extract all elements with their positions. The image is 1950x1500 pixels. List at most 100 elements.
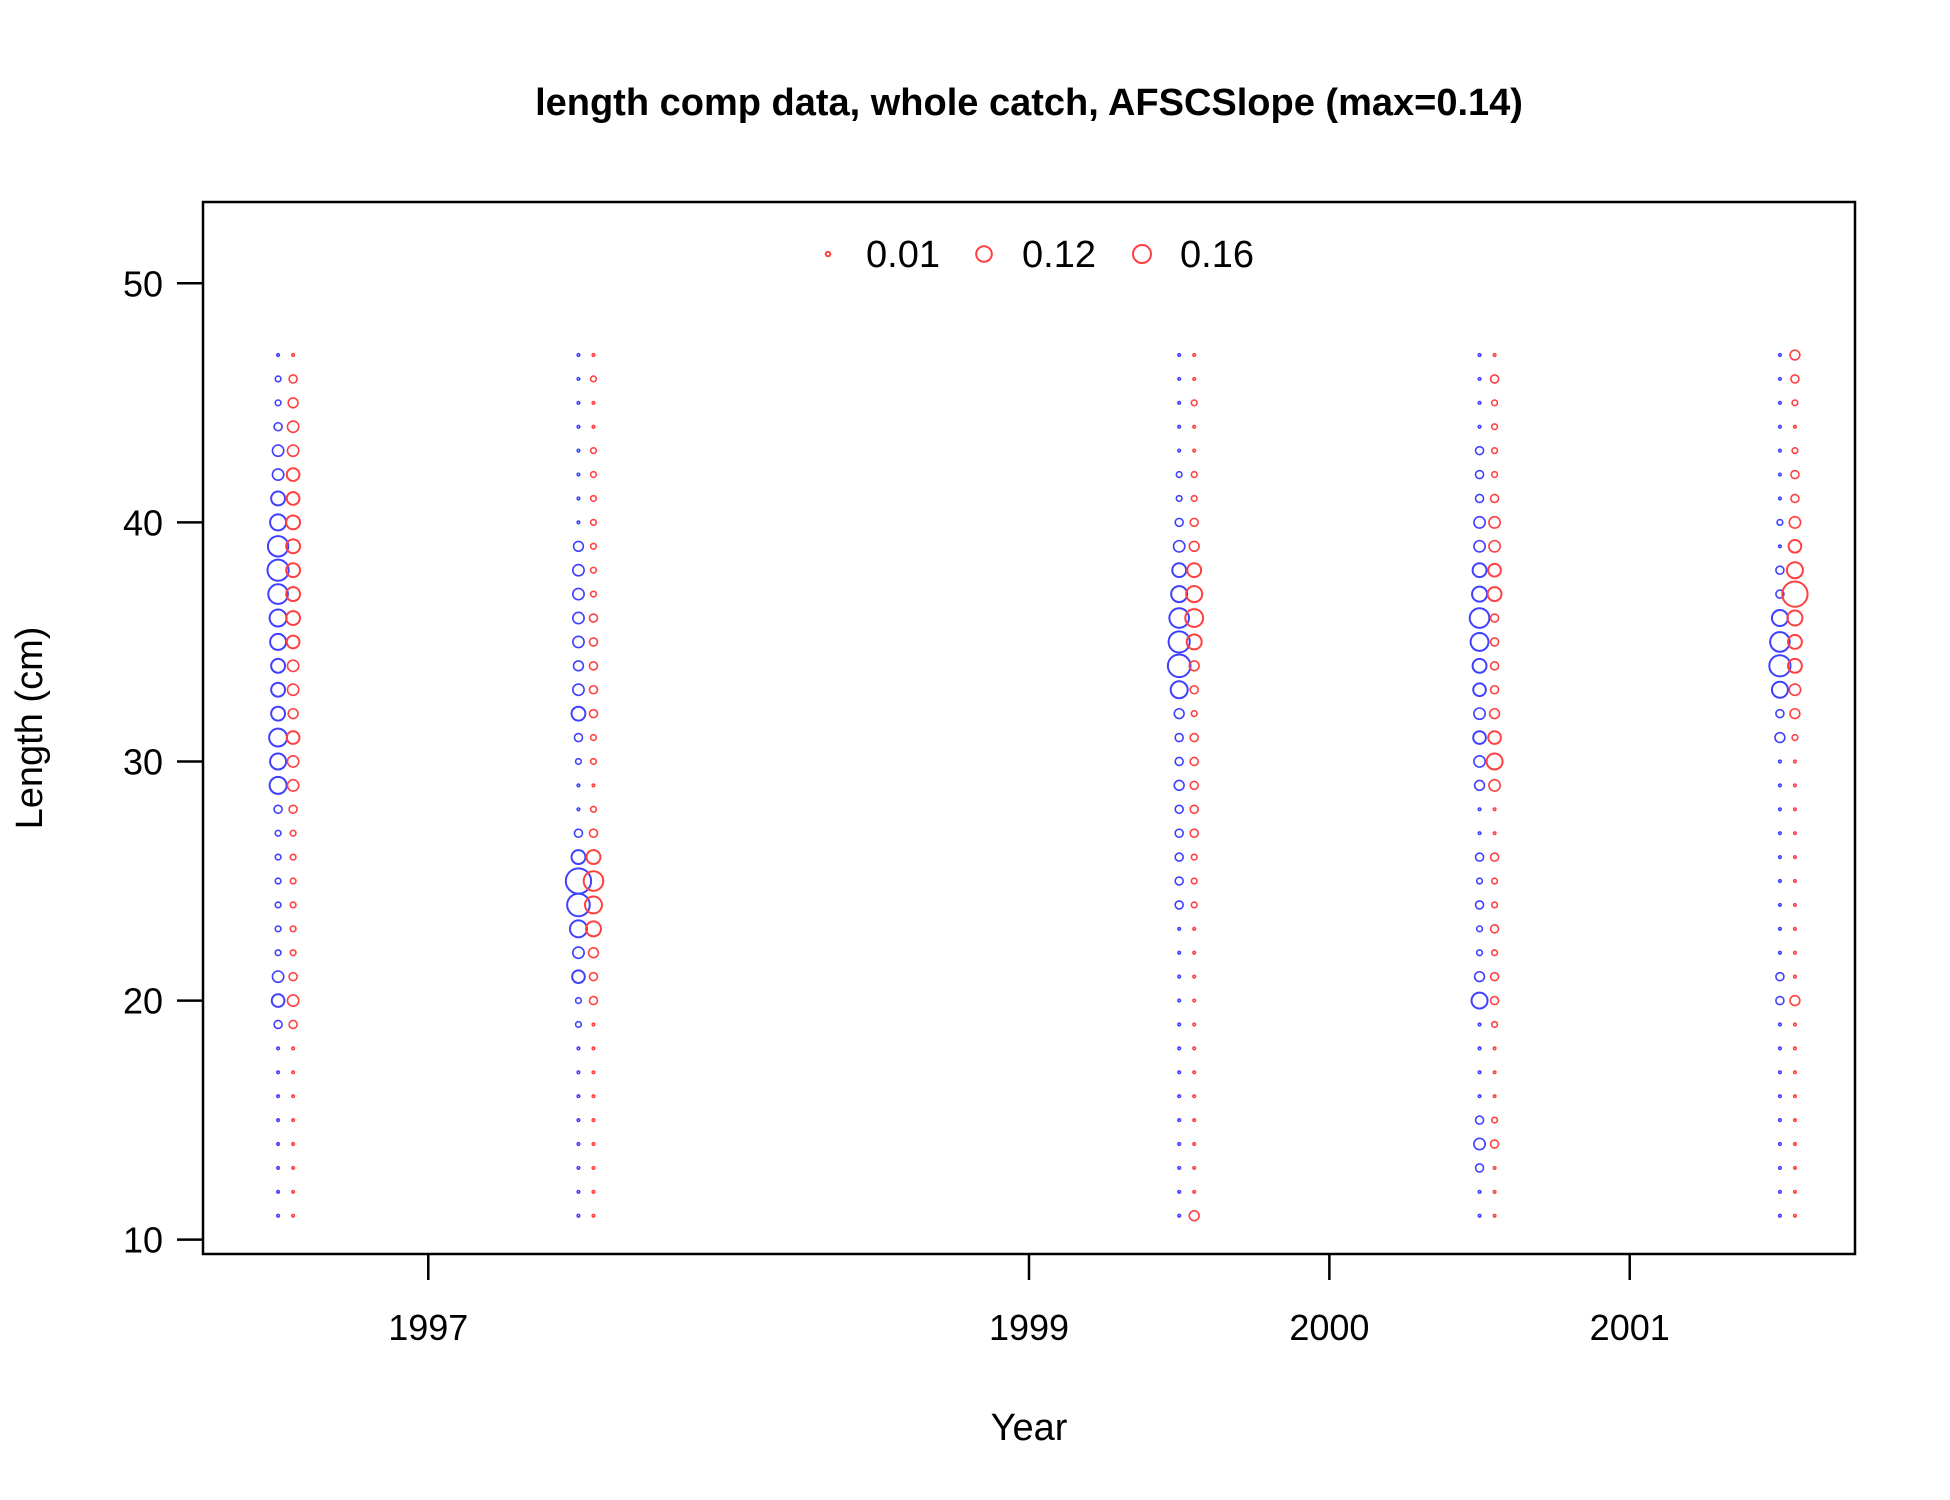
bubble-point	[1777, 855, 1783, 860]
bubble-point	[1775, 708, 1785, 719]
bubble-point	[1777, 1046, 1783, 1051]
bubble-point	[1774, 731, 1786, 744]
bubble-point	[1792, 1141, 1798, 1147]
bubble-point	[289, 829, 297, 837]
bubble-point	[1492, 1046, 1497, 1051]
legend-label: 0.16	[1180, 234, 1254, 276]
bubble-point	[1775, 589, 1785, 599]
bubble-point	[291, 1141, 296, 1147]
bubble-point	[589, 447, 598, 455]
bubble-point	[576, 807, 581, 812]
bubble-point	[286, 420, 300, 434]
bubble-point	[1477, 1189, 1482, 1194]
bubble-point	[274, 949, 282, 957]
bubble-point	[591, 783, 596, 788]
bubble-point	[1174, 828, 1184, 839]
bubble-point	[1192, 1118, 1197, 1123]
bubble-point	[1786, 657, 1803, 674]
bubble-point	[1472, 730, 1487, 745]
bubble-point	[591, 1046, 596, 1051]
bubble-point	[1792, 902, 1798, 908]
bubble-point	[1474, 900, 1485, 910]
bubble-point	[1792, 1046, 1798, 1051]
bubble-point	[583, 895, 603, 915]
bubble-point	[1777, 926, 1783, 931]
bubble-point	[571, 683, 585, 697]
bubble-point	[1177, 1189, 1182, 1194]
bubble-point	[1790, 374, 1800, 384]
bubble-point	[287, 397, 299, 409]
bubble-point	[587, 947, 600, 959]
bubble-point	[570, 849, 587, 866]
y-tick-label: 50	[123, 263, 163, 304]
legend-marker	[1132, 244, 1152, 264]
bubble-point	[291, 352, 296, 358]
bubble-point	[1170, 585, 1189, 604]
bubble-point	[285, 634, 301, 650]
x-tick-label: 2000	[1289, 1307, 1369, 1348]
bubble-point	[1469, 631, 1490, 652]
bubble-point	[576, 1094, 581, 1099]
bubble-point	[286, 659, 300, 673]
bubble-point	[268, 727, 289, 748]
bubble-point	[1177, 950, 1182, 955]
bubble-point	[1474, 852, 1485, 862]
bubble-point	[266, 558, 290, 582]
bubble-point	[1190, 494, 1198, 503]
bubble-point	[1177, 1165, 1182, 1171]
bubble-point	[1174, 900, 1184, 910]
bubble-point	[1174, 804, 1184, 815]
bubble-point	[1190, 877, 1198, 885]
bubble-point	[1192, 1022, 1197, 1027]
bubble-point	[285, 610, 302, 626]
bubble-point	[1775, 995, 1785, 1006]
bubble-point	[1777, 496, 1783, 501]
bubble-point	[1477, 424, 1482, 429]
bubble-point	[291, 1118, 296, 1123]
bubble-point	[1792, 759, 1798, 764]
bubble-point	[275, 1046, 281, 1051]
bubble-point	[275, 1141, 281, 1147]
bubble-point	[1192, 998, 1197, 1003]
bubble-point	[1186, 562, 1203, 579]
bubble-point	[1789, 994, 1801, 1007]
bubble-point	[1492, 1094, 1497, 1099]
bubble-point	[286, 755, 300, 768]
bubble-point	[1777, 1213, 1783, 1218]
bubble-point	[1477, 1022, 1482, 1027]
bubble-point	[1477, 807, 1482, 812]
bubble-point	[591, 1094, 596, 1099]
bubble-point	[1792, 783, 1798, 788]
bubble-point	[291, 1046, 296, 1051]
bubble-point	[1490, 901, 1499, 909]
bubble-point	[1488, 515, 1502, 529]
bubble-point	[584, 920, 602, 938]
bubble-point	[576, 1141, 581, 1147]
bubble-point	[1192, 1141, 1197, 1147]
bubble-point	[1177, 400, 1182, 405]
bubble-point	[576, 352, 581, 358]
bubble-point	[1490, 447, 1499, 455]
bubble-point	[1190, 710, 1198, 718]
bubble-point	[289, 949, 297, 957]
bubble-point	[1173, 779, 1185, 792]
y-axis: 10 20 30 40 50	[123, 263, 203, 1261]
bubble-point	[1777, 1141, 1783, 1147]
bubble-point	[270, 681, 287, 698]
bubble-point	[1474, 1163, 1485, 1173]
bubble-point	[576, 1213, 581, 1218]
bubble-point	[589, 805, 598, 813]
bubble-point	[576, 472, 581, 477]
legend-marker	[824, 250, 832, 258]
bubble-point	[1777, 544, 1783, 549]
bubble-point	[1190, 399, 1198, 407]
bubble-point	[288, 374, 298, 384]
bubble-point	[285, 491, 301, 506]
bubble-point	[576, 1118, 581, 1123]
bubble-point	[1792, 926, 1798, 931]
bubble-point	[273, 421, 283, 432]
bubble-point	[1775, 565, 1785, 576]
bubble-point	[1777, 352, 1783, 358]
bubble-point	[1492, 807, 1497, 812]
bubble-point	[1776, 518, 1784, 527]
